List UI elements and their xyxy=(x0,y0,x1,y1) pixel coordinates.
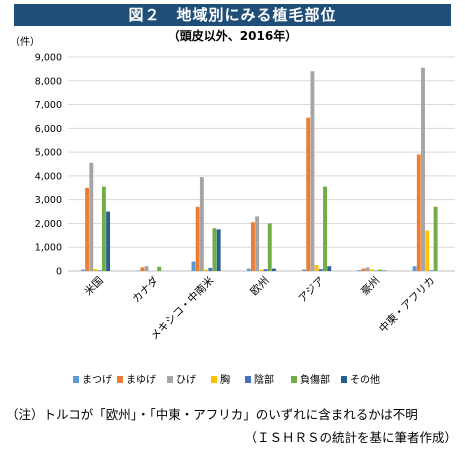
bar-7-1 xyxy=(106,211,111,271)
y-tick-label: 8,000 xyxy=(35,76,62,87)
bar-2-1 xyxy=(85,187,90,271)
y-tick-label: 3,000 xyxy=(35,195,62,206)
y-axis-unit-label: （件） xyxy=(10,36,40,48)
bar-2-7 xyxy=(416,154,421,271)
bar-4-3 xyxy=(204,269,209,271)
y-tick-label: 9,000 xyxy=(35,53,62,64)
category-label: 中東・アフリカ xyxy=(376,274,437,335)
chart-subtitle: （頭皮以外、2016年） xyxy=(167,29,298,43)
bar-3-5 xyxy=(310,71,315,272)
bar-6-1 xyxy=(101,186,106,271)
y-tick-label: 4,000 xyxy=(35,171,62,182)
bar-3-3 xyxy=(199,177,204,271)
bar-5-3 xyxy=(208,267,213,271)
legend-swatch xyxy=(245,376,251,383)
bar-2-6 xyxy=(361,268,366,271)
chart-title: 図２ 地域別にみる植毛部位 xyxy=(14,4,451,26)
category-label: カナダ xyxy=(130,274,162,306)
bar-6-7 xyxy=(433,206,438,271)
bar-2-3 xyxy=(195,206,200,271)
bar-chart: （件） 0 1,000 2,000 3,000 4,000 5,000 6,000 7,000 8… xyxy=(10,36,455,386)
legend-swatch xyxy=(167,376,173,383)
footnote: （注）トルコが「欧州」・「中東・アフリカ」のいずれに含まれるかは不明 xyxy=(6,407,418,422)
bar-5-4 xyxy=(263,269,268,271)
bar-5-1 xyxy=(97,270,102,271)
y-tick-label: 6,000 xyxy=(35,124,62,135)
legend-swatch xyxy=(291,376,297,383)
legend-label: ひげ xyxy=(176,374,196,386)
y-tick-label: 0 xyxy=(56,267,62,278)
bar-1-6 xyxy=(357,270,362,271)
bar-3-2 xyxy=(144,266,149,271)
legend-swatch xyxy=(211,376,217,383)
bar-5-5 xyxy=(318,269,323,271)
bar-3-7 xyxy=(421,67,425,271)
y-tick-label: 1,000 xyxy=(35,243,62,254)
bar-1-7 xyxy=(412,266,417,271)
legend-label: まつげ xyxy=(82,374,112,386)
y-tick-label: 7,000 xyxy=(35,100,62,111)
legend-label: 胸 xyxy=(220,373,230,386)
legend-label: その他 xyxy=(350,373,380,386)
bar-2-4 xyxy=(251,222,255,271)
category-label: 豪州 xyxy=(358,274,382,298)
bar-1-4 xyxy=(246,268,251,271)
bar-6-2 xyxy=(157,266,162,271)
legend-swatch xyxy=(117,376,123,383)
bar-6-3 xyxy=(212,228,217,271)
bar-3-1 xyxy=(89,162,94,271)
bar-7-5 xyxy=(327,266,332,271)
bar-2-2 xyxy=(140,267,145,271)
category-label: アジア xyxy=(296,275,326,305)
category-label: 欧州 xyxy=(248,275,271,298)
bar-4-4 xyxy=(259,269,264,271)
bar-5-7 xyxy=(429,270,434,271)
y-tick-label: 2,000 xyxy=(35,219,62,230)
legend-label: まゆげ xyxy=(126,374,156,386)
bar-1-5 xyxy=(302,269,306,271)
bar-3-4 xyxy=(255,216,260,271)
bar-6-5 xyxy=(323,186,327,271)
bar-4-6 xyxy=(369,269,374,271)
legend-label: 負傷部 xyxy=(300,373,330,386)
bar-1-3 xyxy=(191,261,196,271)
bar-3-6 xyxy=(365,267,370,271)
bar-7-4 xyxy=(272,268,276,271)
y-tick-label: 5,000 xyxy=(35,148,62,159)
source-note: （ＩＳＨＲＳの統計を基に筆者作成） xyxy=(244,430,457,445)
category-label: 米国 xyxy=(82,274,106,298)
bar-1-1 xyxy=(80,269,85,271)
bar-2-5 xyxy=(306,117,311,271)
legend-swatch xyxy=(341,376,347,383)
bar-4-7 xyxy=(425,230,430,271)
legend-label: 陰部 xyxy=(254,373,274,386)
bar-7-3 xyxy=(216,229,221,271)
bar-4-1 xyxy=(93,269,98,271)
bar-4-5 xyxy=(314,265,319,271)
bar-6-6 xyxy=(378,269,383,271)
bar-6-4 xyxy=(267,223,272,271)
legend-swatch xyxy=(73,376,79,383)
